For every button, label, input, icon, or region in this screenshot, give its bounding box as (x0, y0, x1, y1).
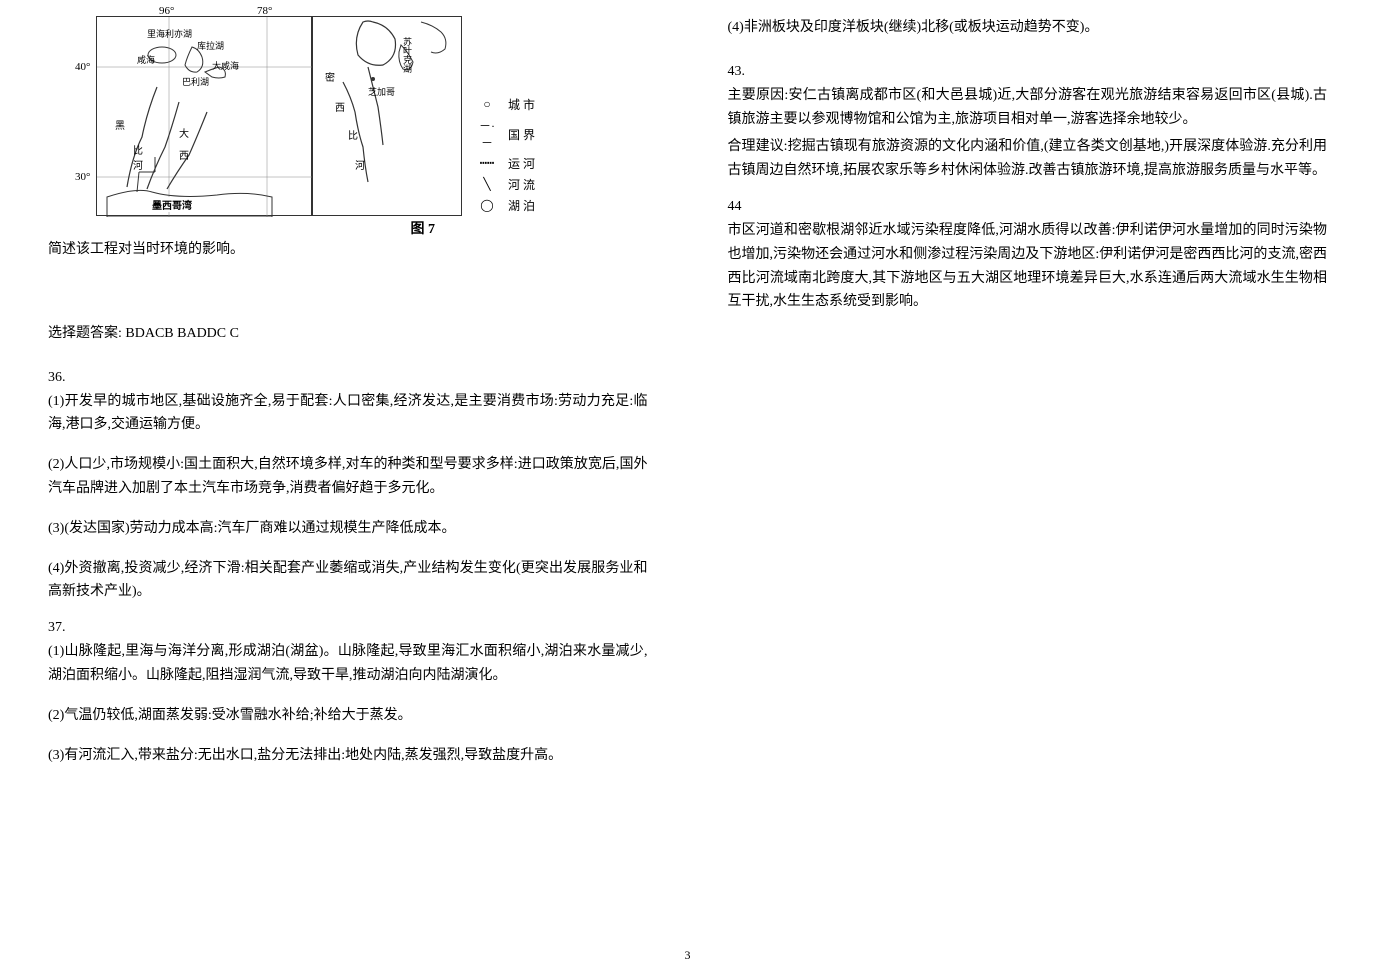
right-column: (4)非洲板块及印度洋板块(继续)北移(或板块运动趋势不变)。 43. 主要原因… (728, 16, 1328, 955)
legend-border: －·－ 国 界 (474, 117, 535, 151)
left-column: 96° 78° 40° 30° 里海利亦湖 库拉湖 咸海 大咸海 巴利湖 黑 比… (48, 16, 648, 955)
map1-label-2: 库拉湖 (197, 39, 224, 52)
city-symbol: ○ (474, 97, 500, 112)
q43-p1: 主要原因:安仁古镇离成都市区(和大邑县城)近,大部分游客在观光旅游结束容易返回市… (728, 84, 1328, 132)
map2-he: 河 (355, 157, 365, 172)
map1-xi: 西 (179, 147, 189, 162)
q43-p2: 合理建议:挖掘古镇现有旅游资源的文化内涵和价值,(建立各类文创基地,)开展深度体… (728, 135, 1328, 183)
q36-heading: 36. (48, 370, 648, 386)
q36-p3: (3)(发达国家)劳动力成本高:汽车厂商难以通过规模生产降低成本。 (48, 517, 648, 541)
map1-label-4: 大咸海 (212, 59, 239, 72)
legend-canal-label: 运 河 (508, 155, 535, 172)
legend-city: ○ 城 市 (474, 96, 535, 113)
map1-label-5: 巴利湖 (182, 75, 209, 88)
map1-black: 黑 (115, 117, 125, 132)
q37-heading: 37. (48, 620, 648, 636)
q37-p3: (3)有河流汇入,带来盐分:无出水口,盐分无法排出:地处内陆,蒸发强烈,导致盐度… (48, 744, 648, 768)
legend-lake: ◯ 湖 泊 (474, 197, 535, 214)
map-1: 96° 78° 40° 30° 里海利亦湖 库拉湖 咸海 大咸海 巴利湖 黑 比… (96, 16, 312, 216)
q37-p2: (2)气温仍较低,湖面蒸发弱:受冰雪融水补给;补给大于蒸发。 (48, 704, 648, 728)
coord-lat1: 40° (75, 61, 90, 73)
page-number: 3 (685, 948, 691, 963)
map2-svg (313, 17, 463, 217)
mc-answers: 选择题答案: BDACB BADDC C (48, 322, 648, 346)
legend-canal: ┅┅ 运 河 (474, 155, 535, 172)
canal-symbol: ┅┅ (474, 156, 500, 171)
legend-river-label: 河 流 (508, 176, 535, 193)
coord-lat2: 30° (75, 171, 90, 183)
q37-p4: (4)非洲板块及印度洋板块(继续)北移(或板块运动趋势不变)。 (728, 16, 1328, 40)
legend-lake-label: 湖 泊 (508, 197, 535, 214)
border-symbol: －·－ (474, 117, 500, 151)
map1-he: 河 (133, 157, 143, 172)
prompt-text: 简述该工程对当时环境的影响。 (48, 238, 648, 262)
map1-da: 大 (179, 125, 189, 140)
legend-city-label: 城 市 (508, 96, 535, 113)
figure-area: 96° 78° 40° 30° 里海利亦湖 库拉湖 咸海 大咸海 巴利湖 黑 比… (96, 16, 648, 216)
legend-river: ╲ 河 流 (474, 176, 535, 193)
q44-p1: 市区河道和密歇根湖邻近水域污染程度降低,河湖水质得以改善:伊利诺伊河水量增加的同… (728, 219, 1328, 314)
coord-lon1: 96° (159, 5, 174, 17)
map2-xi: 西 (335, 99, 345, 114)
map1-label-1: 里海利亦湖 (147, 27, 192, 40)
figure-caption: 图 7 (198, 218, 648, 238)
legend-border-label: 国 界 (508, 126, 535, 143)
q36-p1: (1)开发早的城市地区,基础设施齐全,易于配套:人口密集,经济发达,是主要消费市… (48, 390, 648, 438)
q37-p1: (1)山脉隆起,里海与海洋分离,形成湖泊(湖盆)。山脉隆起,导致里海汇水面积缩小… (48, 640, 648, 688)
q36-p4: (4)外资撤离,投资减少,经济下滑:相关配套产业萎缩或消失,产业结构发生变化(更… (48, 557, 648, 605)
lake-symbol: ◯ (474, 198, 500, 213)
map1-label-3: 咸海 (137, 53, 155, 66)
q44-heading: 44 (728, 199, 1328, 215)
map2-suge: 苏叶克湖 (401, 37, 414, 73)
map2-bi: 比 (348, 127, 358, 142)
map-2: 苏叶克湖 芝加哥 密 西 比 河 (312, 16, 462, 216)
coord-lon2: 78° (257, 5, 272, 17)
map2-chicago: 芝加哥 (368, 85, 395, 98)
map1-mexico: 墨西哥湾 (152, 197, 192, 212)
q43-heading: 43. (728, 64, 1328, 80)
map2-mi: 密 (325, 69, 335, 84)
map1-bi: 比 (133, 142, 143, 157)
q36-p2: (2)人口少,市场规模小:国土面积大,自然环境多样,对车的种类和型号要求多样:进… (48, 453, 648, 501)
river-symbol: ╲ (474, 177, 500, 192)
legend: ○ 城 市 －·－ 国 界 ┅┅ 运 河 ╲ 河 流 ◯ 湖 泊 (462, 96, 535, 214)
